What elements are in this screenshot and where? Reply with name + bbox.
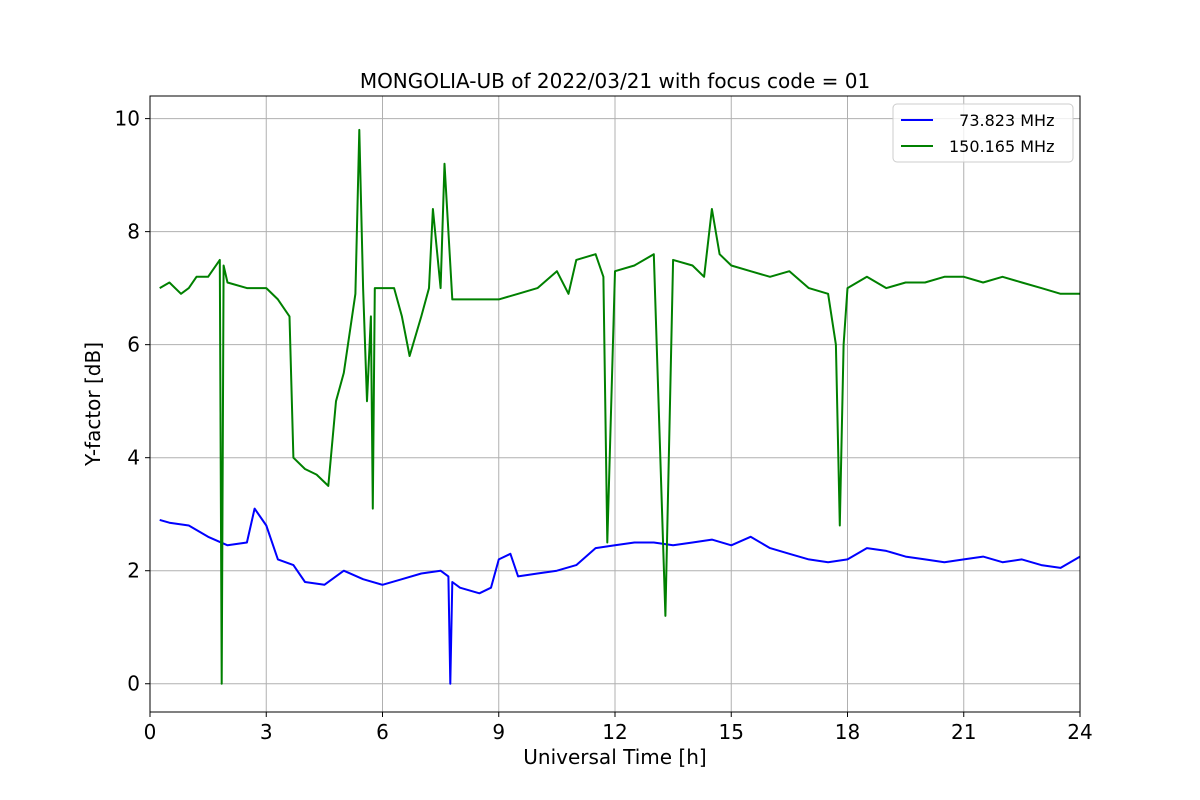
x-tick-label: 0 — [144, 720, 157, 744]
series-line-0 — [159, 507, 1081, 685]
legend: 73.823 MHz 150.165 MHz — [892, 103, 1074, 163]
x-tick-label: 12 — [602, 720, 627, 744]
y-tick-label: 4 — [127, 446, 140, 470]
x-axis-label: Universal Time [h] — [523, 745, 706, 769]
x-tick-label: 9 — [492, 720, 505, 744]
x-tick-label: 21 — [951, 720, 976, 744]
x-tick-label: 3 — [260, 720, 273, 744]
x-tick-label: 15 — [719, 720, 744, 744]
legend-box — [892, 103, 1074, 163]
x-tick-label: 24 — [1067, 720, 1092, 744]
y-axis-label: Y-factor [dB] — [81, 342, 105, 467]
y-tick-label: 6 — [127, 333, 140, 357]
y-tick-label: 10 — [115, 107, 140, 131]
legend-label: 73.823 MHz — [949, 111, 1054, 130]
y-tick-label: 0 — [127, 672, 140, 696]
series-layer — [159, 128, 1081, 685]
legend-label: 150.165 MHz — [949, 137, 1054, 156]
y-tick-label: 2 — [127, 559, 140, 583]
y-tick-label: 8 — [127, 220, 140, 244]
chart-title: MONGOLIA-UB of 2022/03/21 with focus cod… — [360, 69, 870, 93]
series-line-1 — [159, 128, 1080, 685]
x-tick-label: 6 — [376, 720, 389, 744]
x-tick-label: 18 — [835, 720, 860, 744]
